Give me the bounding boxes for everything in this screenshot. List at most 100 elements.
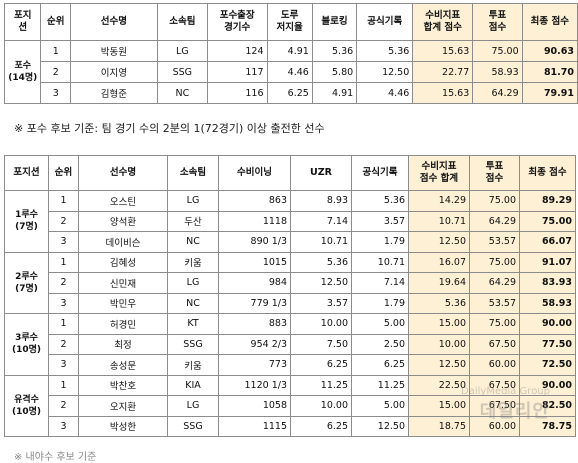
table-cell: 7.14 — [290, 210, 352, 232]
table-cell: 91.07 — [519, 251, 576, 273]
table-cell: 75.00 — [469, 251, 520, 273]
table-cell: 1.79 — [351, 292, 409, 314]
table-cell: NC — [156, 82, 208, 104]
table-cell: 박민우 — [78, 292, 168, 314]
table-cell: 1115 — [218, 415, 291, 437]
table-cell: 8.93 — [290, 190, 352, 212]
table-cell: 81.70 — [521, 61, 578, 83]
column-header: 공식기록 — [351, 155, 409, 191]
table-cell: 79.91 — [521, 82, 578, 104]
table-cell: 863 — [218, 190, 291, 212]
column-header: 순위 — [40, 3, 71, 41]
column-header: 최종 점수 — [521, 3, 578, 41]
table-cell: 5.36 — [311, 40, 358, 62]
table-cell: 두산 — [167, 210, 219, 232]
table-cell: 90.00 — [519, 313, 576, 335]
table-cell: 4.46 — [266, 61, 313, 83]
column-header: 순위 — [48, 155, 79, 191]
table-row: 1루수 (7명) 1 오스틴 LG 863 8.93 5.36 14.29 75.00 89.29 — [4, 190, 576, 253]
column-header: 블로킹 — [311, 3, 358, 41]
table-cell: 1 — [48, 374, 79, 396]
table-cell: 10.00 — [290, 313, 352, 335]
table-cell: 58.93 — [519, 292, 576, 314]
position-cell: 포수 (14명) — [3, 40, 42, 104]
table-cell: 3 — [48, 354, 79, 376]
table-cell: 4.46 — [356, 82, 414, 104]
table-cell: 90.63 — [521, 40, 578, 62]
table-cell: 984 — [218, 272, 291, 294]
table-cell: 75.00 — [519, 210, 576, 232]
table-cell: 데이비슨 — [78, 231, 168, 253]
table-cell: 오지환 — [78, 395, 168, 417]
table-cell: 2 — [48, 395, 79, 417]
table-row: 3 박민우 NC 779 1/3 3.57 1.79 5.36 53.57 58.93 — [5, 292, 576, 314]
table-cell: 3.57 — [351, 210, 409, 232]
table-cell: 5.00 — [351, 395, 409, 417]
position-cell: 3루수 (10명) — [4, 313, 49, 376]
table-cell: 키움 — [167, 354, 219, 376]
table-cell: 12.50 — [356, 61, 414, 83]
table-cell: 5.36 — [356, 40, 414, 62]
table-cell: 5.00 — [351, 313, 409, 335]
table-cell: 10.71 — [351, 251, 409, 273]
table-row: 3 김형준 NC 116 6.25 4.91 4.46 15.63 64.29 79.91 — [5, 82, 578, 104]
table-cell: 2 — [48, 333, 79, 355]
table-row: 2 양석환 두산 1118 7.14 3.57 10.71 64.29 75.00 — [5, 210, 576, 232]
table-row: 2루수 (7명) 1 김혜성 키움 1015 5.36 10.71 16.07 75.00 91.0… — [4, 251, 576, 314]
column-header: 소속팀 — [156, 3, 208, 41]
table-cell: SSG — [167, 333, 219, 355]
table-cell: 7.50 — [290, 333, 352, 355]
table-cell: 1 — [48, 251, 79, 273]
column-header: 최종 점수 — [519, 155, 576, 191]
table-cell: 15.63 — [412, 40, 474, 62]
table-cell: 67.50 — [469, 333, 520, 355]
table-row: 2 이지영 SSG 117 4.46 5.80 12.50 22.77 58.93 81.70 — [5, 61, 578, 83]
table-cell: 5.36 — [290, 251, 352, 273]
table-cell: 89.29 — [519, 190, 576, 212]
table-cell: 72.50 — [519, 354, 576, 376]
table-cell: 16.07 — [408, 251, 470, 273]
table-cell: LG — [167, 272, 219, 294]
table-cell: 2.50 — [351, 333, 409, 355]
table-cell: 67.50 — [469, 374, 520, 396]
table-cell: 6.25 — [290, 415, 352, 437]
table-cell: 1058 — [218, 395, 291, 417]
table-cell: 22.50 — [408, 374, 470, 396]
column-header: 공식기록 — [356, 3, 414, 41]
table-cell: 60.00 — [469, 415, 520, 437]
table-cell: 1 — [48, 190, 79, 212]
table-cell: 117 — [206, 61, 268, 83]
table-cell: 883 — [218, 313, 291, 335]
table-cell: 오스틴 — [78, 190, 168, 212]
catcher-criteria-note: ※ 포수 후보 기준: 팀 경기 수의 2분의 1(72경기) 이상 출전한 선… — [14, 122, 325, 135]
table-cell: 19.64 — [408, 272, 470, 294]
table-cell: 90.00 — [519, 374, 576, 396]
table-cell: 김혜성 — [78, 251, 168, 273]
table-cell: 14.29 — [408, 190, 470, 212]
table-header-row: 포지션 순위 선수명 소속팀 수비이닝 UZR 공식기록 수비지표 점수 합계 투표 점수 최종 점수 — [4, 155, 576, 191]
table-cell: 2 — [40, 61, 71, 83]
table-cell: KIA — [167, 374, 219, 396]
infielder-table: 포지션 순위 선수명 소속팀 수비이닝 UZR 공식기록 수비지표 점수 합계 투표 점수 최종 점수… — [4, 155, 576, 437]
table-cell: 53.57 — [469, 231, 520, 253]
table-cell: 최정 — [78, 333, 168, 355]
table-cell: 3 — [48, 231, 79, 253]
table-cell: 4.91 — [311, 82, 358, 104]
table-row: 3 박성한 SSG 1115 6.25 12.50 18.75 60.00 78.75 — [5, 415, 576, 437]
table-cell: 허경민 — [78, 313, 168, 335]
table-cell: 이지영 — [69, 61, 158, 83]
column-header: 도루 저지율 — [266, 3, 313, 41]
table-cell: 67.50 — [469, 395, 520, 417]
table-cell: 64.29 — [472, 82, 523, 104]
table-cell: 10.00 — [408, 333, 470, 355]
table-cell: 4.91 — [266, 40, 313, 62]
table-cell: 60.00 — [469, 354, 520, 376]
table-cell: 양석환 — [78, 210, 168, 232]
table-cell: 77.50 — [519, 333, 576, 355]
table-cell: 124 — [206, 40, 268, 62]
table-cell: 15.00 — [408, 313, 470, 335]
table-cell: 1.79 — [351, 231, 409, 253]
table-cell: 2 — [48, 210, 79, 232]
table-cell: KT — [167, 313, 219, 335]
